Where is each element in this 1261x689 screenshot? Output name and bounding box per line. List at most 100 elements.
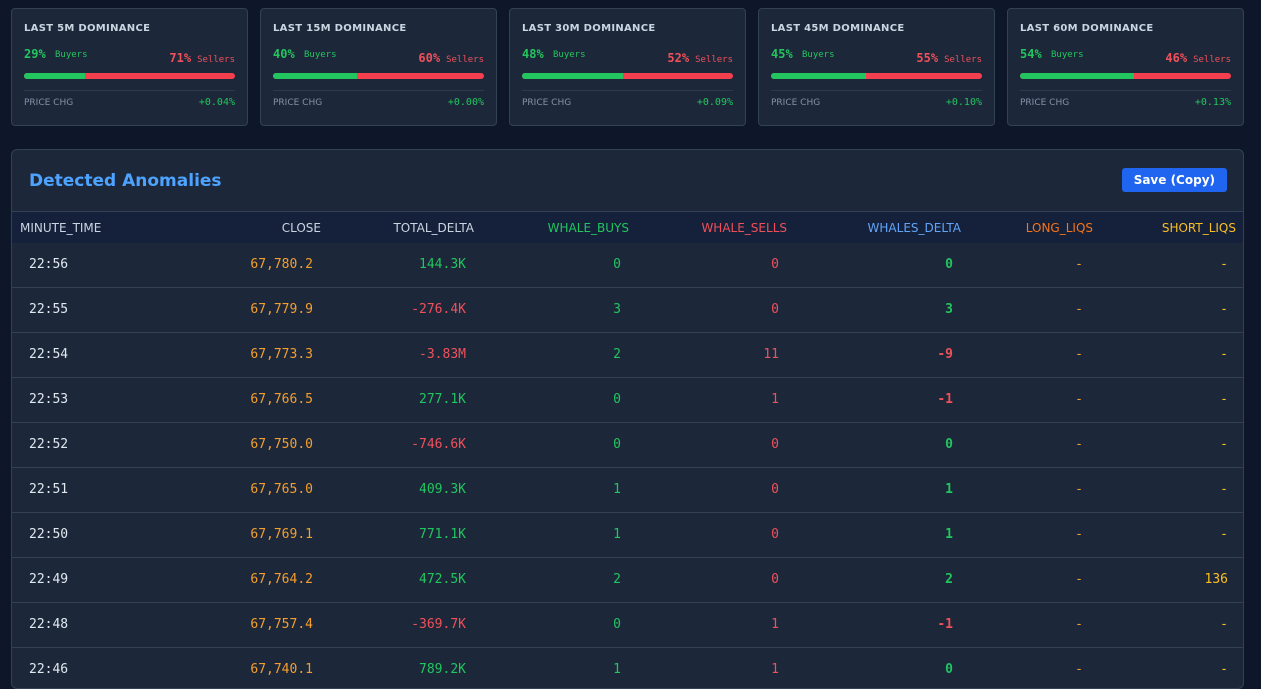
dominance-bar-buyers bbox=[273, 73, 358, 79]
cell-close: 67,750.0 bbox=[250, 437, 313, 452]
price-chg-label: PRICE CHG bbox=[273, 98, 323, 108]
save-copy-button[interactable]: Save (Copy) bbox=[1121, 168, 1227, 192]
card-title: LAST 45M DOMINANCE bbox=[771, 23, 905, 34]
cell-whale-sells: 0 bbox=[771, 437, 779, 452]
cell-short-liqs: - bbox=[1220, 482, 1228, 497]
price-chg-label: PRICE CHG bbox=[771, 98, 821, 108]
cell-whales-delta: 0 bbox=[945, 257, 953, 272]
col-total-delta[interactable]: TOTAL_DELTA bbox=[393, 221, 474, 235]
buyers-pct: 29% bbox=[24, 47, 46, 61]
table-row[interactable]: 22:53 67,766.5 277.1K 0 1 -1 - - bbox=[12, 378, 1243, 423]
table-row[interactable]: 22:56 67,780.2 144.3K 0 0 0 - - bbox=[12, 243, 1243, 288]
col-whales-delta[interactable]: WHALES_DELTA bbox=[867, 221, 961, 235]
buyers-pct: 54% bbox=[1020, 47, 1042, 61]
cell-total-delta: -369.7K bbox=[411, 617, 466, 632]
dominance-card-45m: LAST 45M DOMINANCE 45% Buyers 55% Sellers PRI… bbox=[758, 8, 995, 126]
dominance-bar-buyers bbox=[771, 73, 866, 79]
cell-total-delta: 144.3K bbox=[419, 257, 466, 272]
table-row[interactable]: 22:52 67,750.0 -746.6K 0 0 0 - - bbox=[12, 423, 1243, 468]
cell-whales-delta: 3 bbox=[945, 302, 953, 317]
cell-whale-buys: 0 bbox=[613, 392, 621, 407]
card-title: LAST 30M DOMINANCE bbox=[522, 23, 656, 34]
cell-whales-delta: 1 bbox=[945, 527, 953, 542]
sellers-label: Sellers bbox=[446, 55, 484, 65]
cell-short-liqs: - bbox=[1220, 527, 1228, 542]
sellers-label: Sellers bbox=[944, 55, 982, 65]
cell-total-delta: 409.3K bbox=[419, 482, 466, 497]
cell-close: 67,773.3 bbox=[250, 347, 313, 362]
sellers-pct: 46% bbox=[1165, 51, 1188, 65]
table-row[interactable]: 22:55 67,779.9 -276.4K 3 0 3 - - bbox=[12, 288, 1243, 333]
divider bbox=[1020, 90, 1231, 91]
cell-whale-sells: 0 bbox=[771, 482, 779, 497]
cell-short-liqs: - bbox=[1220, 662, 1228, 677]
dominance-bar bbox=[1020, 73, 1231, 79]
col-short-liqs[interactable]: SHORT_LIQS bbox=[1161, 221, 1236, 235]
dominance-card-5m: LAST 5M DOMINANCE 29% Buyers 71% Sellers PRIC… bbox=[11, 8, 248, 126]
cell-minute-time: 22:54 bbox=[29, 347, 69, 362]
cell-total-delta: -276.4K bbox=[411, 302, 466, 317]
cell-minute-time: 22:55 bbox=[29, 302, 69, 317]
sellers-pct: 52% bbox=[667, 51, 690, 65]
cell-close: 67,765.0 bbox=[250, 482, 313, 497]
col-close[interactable]: CLOSE bbox=[281, 221, 321, 235]
cell-whale-buys: 0 bbox=[613, 257, 621, 272]
col-whale-sells[interactable]: WHALE_SELLS bbox=[701, 221, 787, 235]
cell-short-liqs: - bbox=[1220, 392, 1228, 407]
cell-whale-buys: 0 bbox=[613, 617, 621, 632]
card-title: LAST 60M DOMINANCE bbox=[1020, 23, 1154, 34]
card-title: LAST 5M DOMINANCE bbox=[24, 23, 151, 34]
cell-total-delta: 771.1K bbox=[419, 527, 466, 542]
cell-minute-time: 22:46 bbox=[29, 662, 69, 677]
cell-short-liqs: - bbox=[1220, 437, 1228, 452]
col-whale-buys[interactable]: WHALE_BUYS bbox=[547, 221, 629, 235]
divider bbox=[273, 90, 484, 91]
table-row[interactable]: 22:48 67,757.4 -369.7K 0 1 -1 - - bbox=[12, 603, 1243, 648]
col-long-liqs[interactable]: LONG_LIQS bbox=[1025, 221, 1093, 235]
divider bbox=[24, 90, 235, 91]
cell-whales-delta: -1 bbox=[937, 617, 953, 632]
dominance-bar bbox=[273, 73, 484, 79]
price-chg-label: PRICE CHG bbox=[522, 98, 572, 108]
dominance-bar bbox=[522, 73, 733, 79]
table-row[interactable]: 22:50 67,769.1 771.1K 1 0 1 - - bbox=[12, 513, 1243, 558]
cell-whale-buys: 1 bbox=[613, 527, 621, 542]
cell-close: 67,740.1 bbox=[250, 662, 313, 677]
cell-whale-buys: 3 bbox=[613, 302, 621, 317]
dominance-bar-buyers bbox=[1020, 73, 1134, 79]
cell-close: 67,764.2 bbox=[250, 572, 313, 587]
table-row[interactable]: 22:54 67,773.3 -3.83M 2 11 -9 - - bbox=[12, 333, 1243, 378]
col-minute-time[interactable]: MINUTE_TIME bbox=[20, 221, 102, 235]
sellers-label: Sellers bbox=[197, 55, 235, 65]
cell-long-liqs: - bbox=[1075, 662, 1083, 677]
sellers-label: Sellers bbox=[695, 55, 733, 65]
cell-close: 67,769.1 bbox=[250, 527, 313, 542]
buyers-label: Buyers bbox=[304, 50, 337, 60]
cell-whale-sells: 11 bbox=[763, 347, 779, 362]
cell-whale-sells: 1 bbox=[771, 617, 779, 632]
table-row[interactable]: 22:46 67,740.1 789.2K 1 1 0 - - bbox=[12, 648, 1243, 688]
sellers-group: 46% Sellers bbox=[1165, 47, 1231, 66]
cell-total-delta: -3.83M bbox=[419, 347, 466, 362]
cell-short-liqs: - bbox=[1220, 347, 1228, 362]
cell-whale-buys: 1 bbox=[613, 662, 621, 677]
cell-whales-delta: 2 bbox=[945, 572, 953, 587]
cell-whale-sells: 0 bbox=[771, 527, 779, 542]
price-chg-value: +0.13% bbox=[1194, 97, 1231, 108]
dominance-bar bbox=[771, 73, 982, 79]
cell-minute-time: 22:48 bbox=[29, 617, 69, 632]
pct-row: 40% Buyers 60% Sellers bbox=[273, 47, 484, 65]
cell-whales-delta: 1 bbox=[945, 482, 953, 497]
cell-long-liqs: - bbox=[1075, 302, 1083, 317]
table-row[interactable]: 22:51 67,765.0 409.3K 1 0 1 - - bbox=[12, 468, 1243, 513]
cell-minute-time: 22:50 bbox=[29, 527, 69, 542]
cell-short-liqs: 136 bbox=[1204, 572, 1228, 587]
price-chg-value: +0.00% bbox=[447, 97, 484, 108]
buyers-pct: 48% bbox=[522, 47, 544, 61]
table-row[interactable]: 22:49 67,764.2 472.5K 2 0 2 - 136 bbox=[12, 558, 1243, 603]
pct-row: 45% Buyers 55% Sellers bbox=[771, 47, 982, 65]
cell-whale-buys: 2 bbox=[613, 572, 621, 587]
price-chg-value: +0.09% bbox=[696, 97, 733, 108]
sellers-pct: 71% bbox=[169, 51, 192, 65]
card-title: LAST 15M DOMINANCE bbox=[273, 23, 407, 34]
